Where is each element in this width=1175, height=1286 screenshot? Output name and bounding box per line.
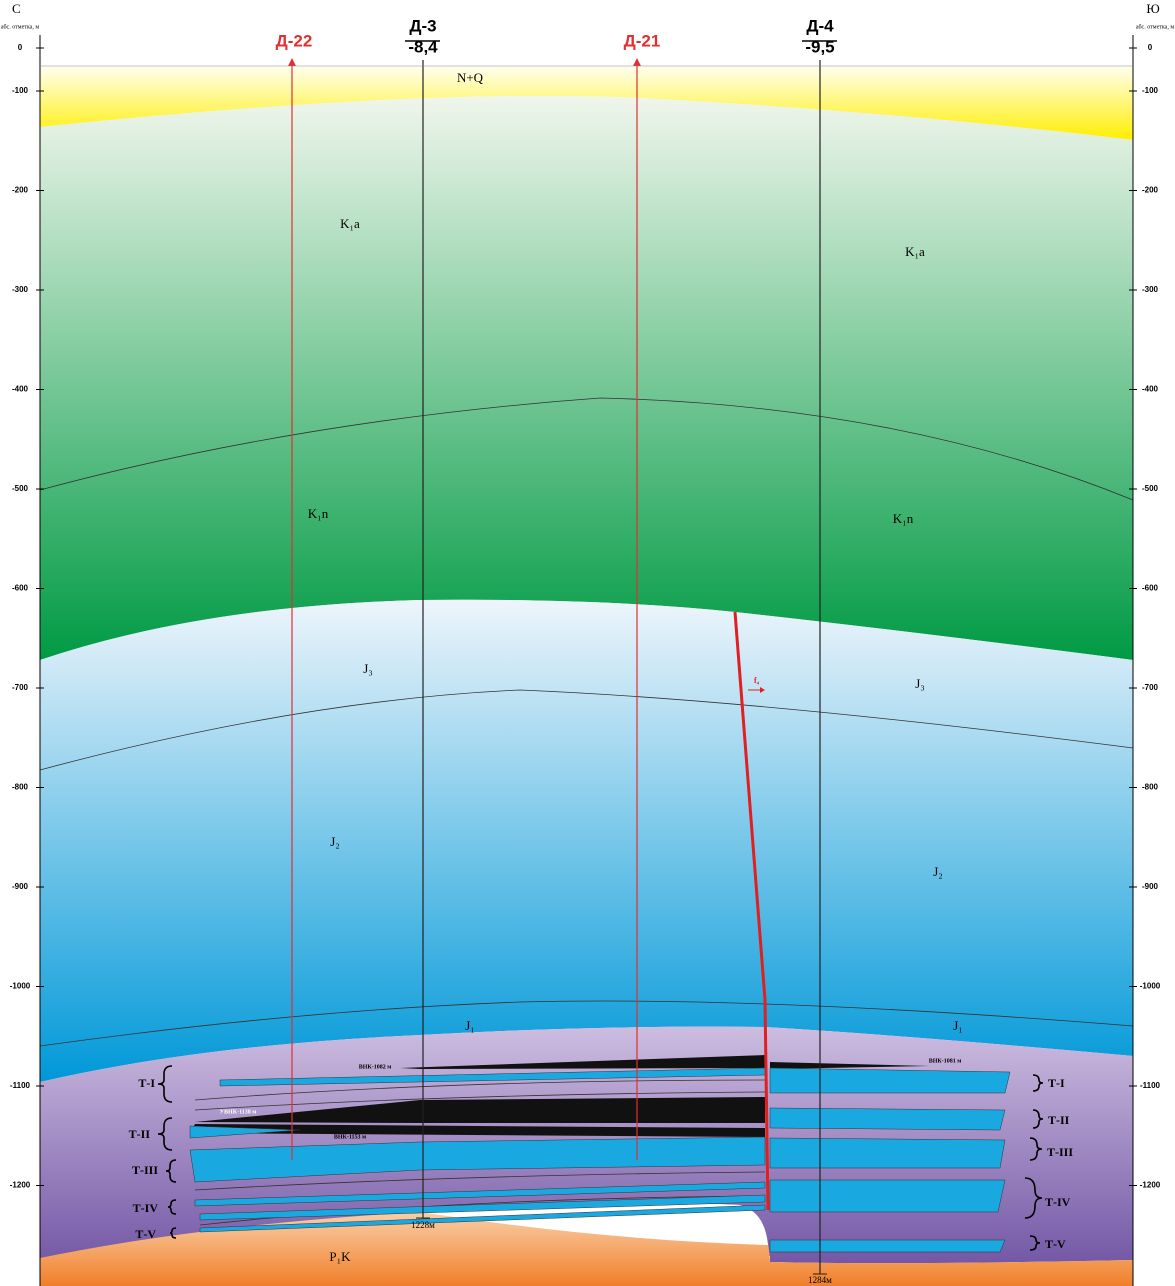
tick-label: -300 bbox=[1142, 285, 1159, 294]
layer-label: K₁n bbox=[308, 506, 329, 521]
direction-left: С bbox=[12, 1, 21, 16]
horizon-label: Т-II bbox=[129, 1127, 151, 1141]
fault-label: f₄ bbox=[754, 676, 760, 685]
horizon-label: Т-III bbox=[1047, 1145, 1073, 1159]
tick-label: -800 bbox=[1142, 783, 1159, 792]
layer-label: P₁K bbox=[329, 1249, 351, 1264]
tick-label: -500 bbox=[12, 484, 29, 493]
tick-label: -100 bbox=[12, 86, 29, 95]
horizon-label: Т-V bbox=[135, 1227, 156, 1241]
well-name: Д-3 bbox=[409, 16, 436, 35]
horizon-label: Т-II bbox=[1048, 1113, 1070, 1127]
layer-label: J₁ bbox=[465, 1018, 475, 1033]
direction-right: Ю bbox=[1146, 1, 1159, 16]
well-elevation: -8,4 bbox=[408, 37, 438, 56]
tick-label: -600 bbox=[1142, 584, 1159, 593]
well-depth: 1228м bbox=[411, 1220, 435, 1230]
tick-label: -1200 bbox=[10, 1181, 31, 1190]
tick-label: -900 bbox=[1142, 882, 1159, 891]
tick-label: -1100 bbox=[1140, 1081, 1161, 1090]
layer-label: N+Q bbox=[457, 70, 484, 85]
layer-k1 bbox=[40, 96, 1133, 660]
well-name: Д-21 bbox=[624, 31, 661, 50]
tick-label: 0 bbox=[18, 43, 23, 52]
well-elevation: -9,5 bbox=[805, 37, 834, 56]
tick-label: -400 bbox=[12, 385, 29, 394]
tick-label: -200 bbox=[1142, 186, 1159, 195]
tick-label: -300 bbox=[12, 285, 29, 294]
tick-label: -400 bbox=[1142, 385, 1159, 394]
cross-section: 0 0 -100 -100 -200 -200 -300 -300 -400 -400 -500 -5… bbox=[0, 0, 1175, 1286]
layer-label: K₁a bbox=[340, 216, 360, 231]
tick-label: -900 bbox=[12, 882, 29, 891]
tick-label: -200 bbox=[12, 186, 29, 195]
tick-label: -600 bbox=[12, 584, 29, 593]
layer-label: K₁a bbox=[905, 244, 925, 259]
layer-label: J₂ bbox=[330, 834, 340, 849]
layer-label: K₁n bbox=[893, 511, 914, 526]
tick-label: -1000 bbox=[10, 982, 31, 991]
well-name: Д-4 bbox=[806, 16, 834, 35]
tick-label: -1100 bbox=[10, 1081, 31, 1090]
layer-label: J₁ bbox=[953, 1018, 963, 1033]
tick-label: -800 bbox=[12, 783, 29, 792]
well-depth: 1284м bbox=[808, 1275, 832, 1285]
tick-label: -700 bbox=[1142, 683, 1159, 692]
layer-label: J₃ bbox=[915, 676, 925, 691]
axis-label-left: абс. отметка, м bbox=[1, 23, 39, 30]
tick-label: -700 bbox=[12, 683, 29, 692]
horizon-label: Т-I bbox=[138, 1076, 155, 1090]
horizon-label: Т-V bbox=[1045, 1237, 1066, 1251]
axis-label-right: абс. отметка, м bbox=[1136, 23, 1174, 30]
tick-label: 0 bbox=[1148, 43, 1153, 52]
tick-label: -1200 bbox=[1140, 1181, 1161, 1190]
contact-label: ВНК-1082 м bbox=[359, 1064, 392, 1070]
tick-label: -100 bbox=[1142, 86, 1159, 95]
horizon-label: Т-I bbox=[1048, 1076, 1065, 1090]
contact-label: ВНК-1153 м bbox=[334, 1134, 366, 1140]
layer-label: J₂ bbox=[933, 864, 943, 879]
layer-j bbox=[40, 600, 1133, 1082]
tick-label: -1000 bbox=[1140, 982, 1161, 991]
contact-label: УВНК-1138 м bbox=[220, 1109, 257, 1115]
layer-label: J₃ bbox=[363, 661, 373, 676]
tick-label: -500 bbox=[1142, 484, 1159, 493]
horizon-label: Т-IV bbox=[133, 1201, 159, 1215]
horizon-label: Т-III bbox=[132, 1163, 158, 1177]
horizon-label: Т-IV bbox=[1045, 1195, 1071, 1209]
contact-label: ВНК-1081 м bbox=[929, 1058, 962, 1064]
well-name: Д-22 bbox=[276, 31, 313, 50]
